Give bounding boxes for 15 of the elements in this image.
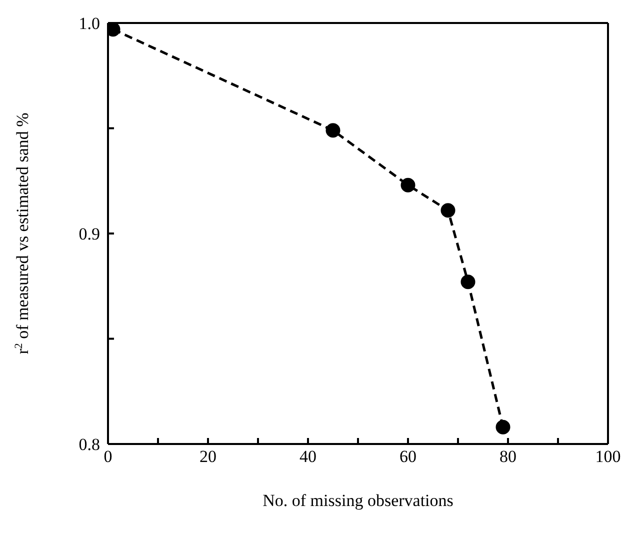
x-tick-label: 60 <box>400 447 416 466</box>
x-tick-label: 0 <box>104 447 112 466</box>
x-axis-title: No. of missing observations <box>262 491 454 510</box>
point <box>460 274 476 290</box>
point <box>496 420 510 434</box>
x-tick-label: 40 <box>300 447 316 466</box>
x-tick-label: 100 <box>595 447 621 466</box>
point <box>440 203 456 218</box>
point <box>400 178 416 192</box>
x-tick-label: 80 <box>500 447 516 466</box>
point <box>326 123 340 138</box>
y-tick-label: 1.0 <box>78 14 100 34</box>
y-tick-label: 0.8 <box>78 435 100 454</box>
x-tick-label: 20 <box>200 447 216 466</box>
y-tick-label: 0.9 <box>78 224 100 244</box>
